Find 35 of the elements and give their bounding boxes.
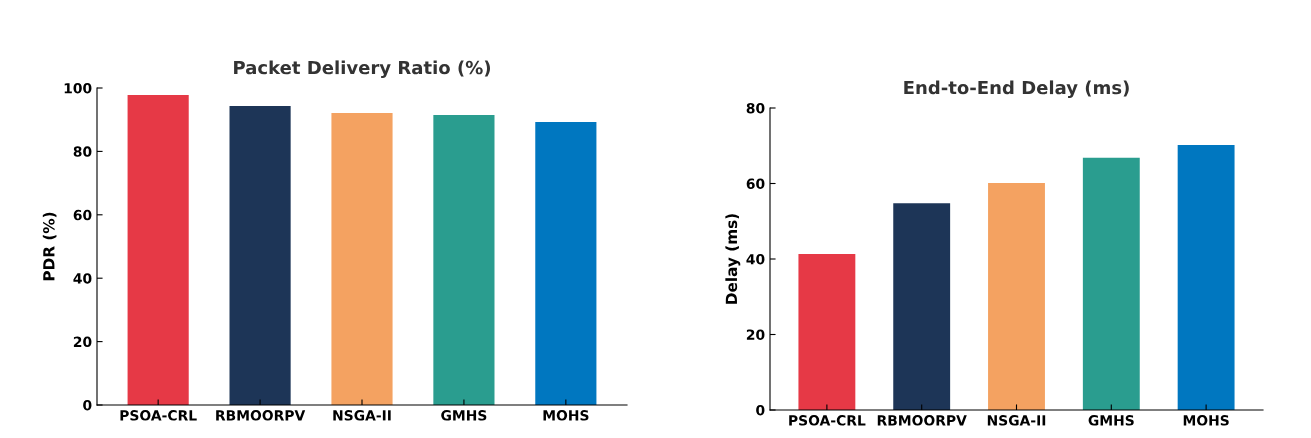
y-axis-title: Delay (ms) <box>725 214 741 304</box>
y-tick-label: 0 <box>756 404 765 416</box>
y-tick-label: 80 <box>73 146 92 157</box>
y-tick-label: 20 <box>746 329 765 340</box>
x-tick-label: PSOA-CRL <box>789 415 866 426</box>
bar <box>893 203 951 410</box>
x-tick-label: RBMOORPV <box>216 410 306 421</box>
x-tick-label: NSGA-II <box>987 415 1046 426</box>
bar <box>433 114 495 405</box>
x-tick-label: RBMOORPV <box>877 415 967 426</box>
bar <box>127 94 189 405</box>
y-tick-label: 0 <box>83 399 92 411</box>
x-tick-label: NSGA-II <box>333 410 391 421</box>
x-tick-label: MOHS <box>543 410 589 421</box>
bar <box>798 254 856 410</box>
y-axis-title: PDR (%) <box>42 212 57 281</box>
x-tick-label: PSOA-CRL <box>120 410 197 421</box>
x-tick-label: MOHS <box>1183 415 1229 426</box>
bar <box>535 121 597 405</box>
x-tick-label: GMHS <box>441 410 487 421</box>
bar <box>331 113 393 405</box>
y-tick-label: 100 <box>64 82 92 94</box>
bar <box>1082 157 1140 410</box>
bar <box>229 106 291 405</box>
chart-title: End-to-End Delay (ms) <box>904 80 1129 99</box>
y-tick-label: 60 <box>746 178 765 189</box>
x-tick-label: GMHS <box>1088 415 1134 426</box>
y-tick-label: 20 <box>73 336 92 348</box>
y-tick-label: 40 <box>746 253 765 265</box>
bar <box>1177 145 1235 410</box>
y-tick-label: 40 <box>73 273 92 284</box>
bar <box>988 183 1045 410</box>
chart-title: Packet Delivery Ratio (%) <box>234 60 491 79</box>
y-tick-label: 80 <box>746 102 765 114</box>
y-tick-label: 60 <box>73 209 92 221</box>
